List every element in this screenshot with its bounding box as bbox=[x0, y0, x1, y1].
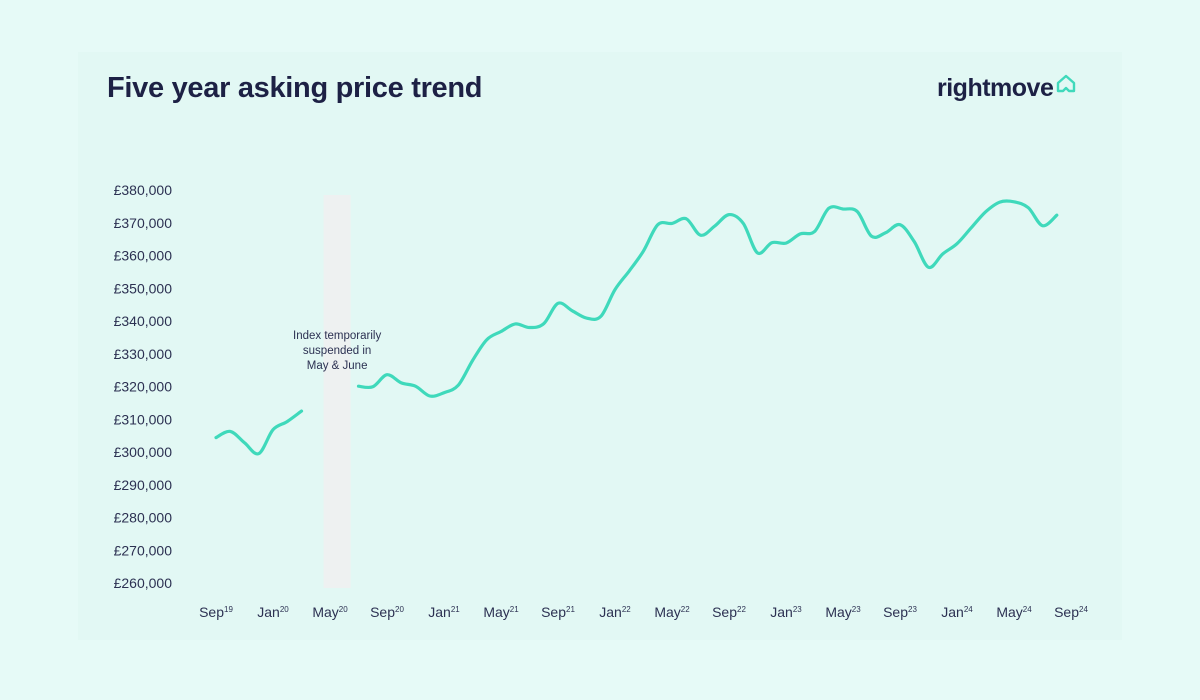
price-series-line bbox=[214, 409, 304, 456]
chart-card bbox=[78, 52, 1122, 640]
x-tick-label: Jan24 bbox=[941, 604, 973, 620]
x-tick-label: Sep20 bbox=[370, 604, 404, 620]
x-tick-label: Sep22 bbox=[712, 604, 746, 620]
x-tick-label: May22 bbox=[654, 604, 690, 620]
x-tick-label: May20 bbox=[312, 604, 348, 620]
annotation-line: Index temporarily bbox=[293, 330, 381, 342]
y-tick-label: £310,000 bbox=[114, 411, 173, 427]
brand-logo: rightmove bbox=[937, 74, 1077, 103]
y-tick-label: £330,000 bbox=[114, 346, 173, 362]
price-series-line bbox=[356, 199, 1059, 398]
y-tick-label: £370,000 bbox=[114, 215, 173, 231]
page-title: Five year asking price trend bbox=[107, 72, 483, 104]
y-tick-label: £350,000 bbox=[114, 280, 173, 296]
house-outline-icon bbox=[1055, 73, 1077, 100]
annotation-line: suspended in bbox=[303, 345, 371, 357]
y-tick-label: £360,000 bbox=[114, 248, 173, 264]
annotation-line: May & June bbox=[307, 360, 368, 372]
x-tick-label: Jan20 bbox=[257, 604, 289, 620]
y-tick-label: £280,000 bbox=[114, 510, 173, 526]
x-tick-label: Jan22 bbox=[599, 604, 631, 620]
y-tick-label: £300,000 bbox=[114, 444, 173, 460]
x-tick-label: Sep23 bbox=[883, 604, 917, 620]
x-tick-label: Jan23 bbox=[770, 604, 802, 620]
x-tick-label: May21 bbox=[483, 604, 519, 620]
brand-name: rightmove bbox=[937, 74, 1054, 102]
x-tick-label: Sep19 bbox=[199, 604, 233, 620]
y-tick-label: £270,000 bbox=[114, 542, 173, 558]
y-tick-label: £290,000 bbox=[114, 477, 173, 493]
x-tick-label: May24 bbox=[996, 604, 1032, 620]
x-tick-label: Sep24 bbox=[1054, 604, 1088, 620]
x-tick-label: May23 bbox=[825, 604, 861, 620]
suspension-band bbox=[323, 195, 351, 588]
y-tick-label: £380,000 bbox=[114, 182, 173, 198]
x-tick-label: Jan21 bbox=[428, 604, 460, 620]
y-tick-label: £260,000 bbox=[114, 575, 173, 591]
y-tick-label: £340,000 bbox=[114, 313, 173, 329]
y-tick-label: £320,000 bbox=[114, 379, 173, 395]
x-tick-label: Sep21 bbox=[541, 604, 575, 620]
